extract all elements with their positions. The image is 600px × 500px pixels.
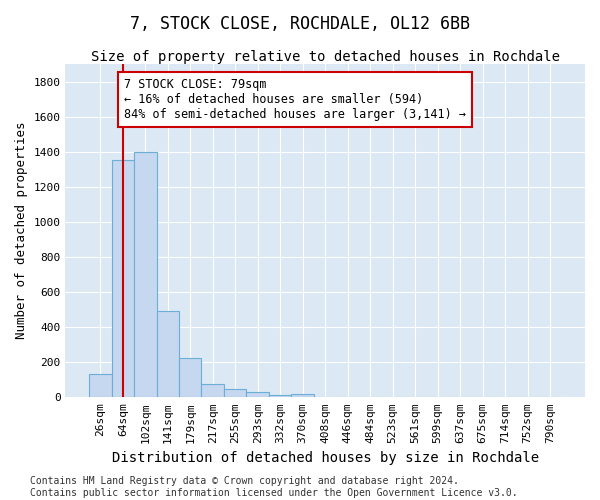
- Bar: [134, 152, 157, 398]
- Bar: [202, 384, 224, 398]
- Bar: [89, 374, 112, 398]
- Text: 7, STOCK CLOSE, ROCHDALE, OL12 6BB: 7, STOCK CLOSE, ROCHDALE, OL12 6BB: [130, 15, 470, 33]
- Bar: [269, 394, 292, 398]
- Text: Contains HM Land Registry data © Crown copyright and database right 2024.
Contai: Contains HM Land Registry data © Crown c…: [30, 476, 518, 498]
- Text: 7 STOCK CLOSE: 79sqm
← 16% of detached houses are smaller (594)
84% of semi-deta: 7 STOCK CLOSE: 79sqm ← 16% of detached h…: [124, 78, 466, 121]
- Bar: [157, 312, 179, 398]
- Bar: [179, 358, 202, 398]
- Title: Size of property relative to detached houses in Rochdale: Size of property relative to detached ho…: [91, 50, 560, 64]
- Bar: [224, 390, 247, 398]
- Y-axis label: Number of detached properties: Number of detached properties: [15, 122, 28, 340]
- Bar: [112, 160, 134, 398]
- X-axis label: Distribution of detached houses by size in Rochdale: Distribution of detached houses by size …: [112, 451, 539, 465]
- Bar: [292, 394, 314, 398]
- Bar: [247, 392, 269, 398]
